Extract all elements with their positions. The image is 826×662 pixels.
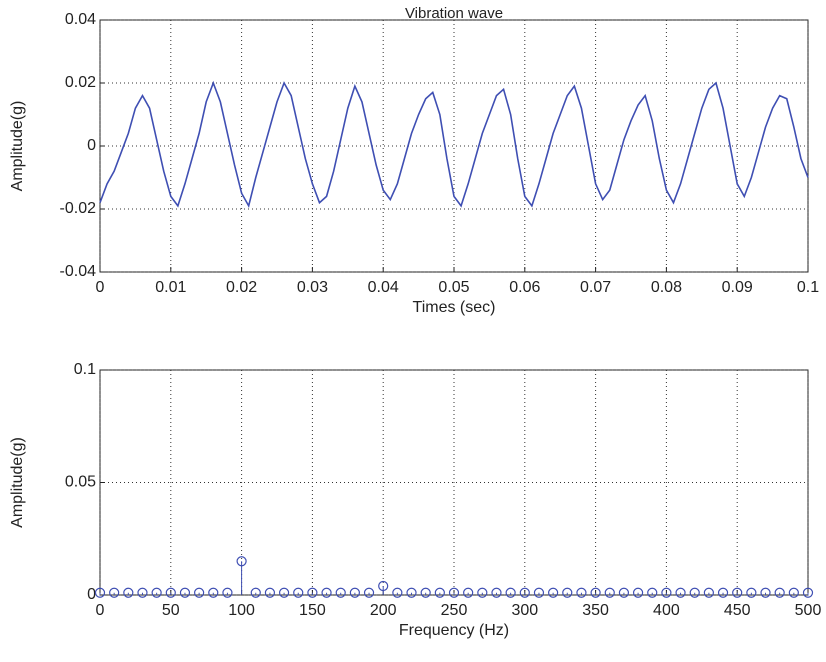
stem-marker — [533, 587, 545, 598]
x-tick-label: 250 — [441, 602, 468, 619]
stem-marker — [732, 587, 743, 598]
stem-marker — [477, 587, 488, 598]
stem-marker — [689, 587, 700, 598]
y-axis-label: Amplitude(g) — [9, 437, 26, 528]
stem-marker — [647, 587, 658, 598]
stem-marker — [760, 587, 771, 598]
stem-marker — [307, 587, 318, 598]
x-tick-label: 0.01 — [155, 279, 186, 296]
stem-marker — [576, 587, 587, 598]
stem-marker — [632, 587, 644, 598]
wave-line — [99, 80, 809, 208]
stem-marker — [590, 587, 601, 598]
x-tick-label: 300 — [511, 602, 538, 619]
x-tick-label: 50 — [162, 602, 180, 619]
stem-marker — [491, 587, 502, 598]
y-tick-label: -0.04 — [60, 263, 97, 280]
stem-marker — [137, 587, 148, 598]
stem-marker — [661, 587, 672, 598]
y-axis-label: Amplitude(g) — [9, 101, 26, 192]
stem-marker — [194, 587, 205, 598]
x-tick-label: 0 — [96, 279, 105, 296]
x-tick-label: 350 — [582, 602, 609, 619]
stem-marker — [378, 580, 389, 592]
stem-marker — [349, 587, 360, 598]
stem-marker — [406, 587, 417, 598]
stem-marker — [420, 587, 431, 598]
y-tick-label: 0.1 — [74, 361, 96, 378]
stem-marker — [363, 587, 375, 598]
x-tick-label: 0.02 — [226, 279, 257, 296]
stem-marker — [519, 587, 530, 598]
y-tick-label: 0.02 — [65, 74, 96, 91]
stem-marker — [788, 587, 799, 598]
chart-title: Vibration wave — [405, 5, 503, 22]
stem-marker — [463, 587, 474, 598]
stem-marker — [109, 587, 120, 598]
stem-marker — [505, 587, 516, 598]
stem-marker — [208, 587, 219, 598]
y-tick-label: 0 — [87, 586, 96, 603]
stem-marker — [746, 587, 757, 598]
stem-marker — [604, 587, 615, 598]
x-tick-label: 0.03 — [297, 279, 328, 296]
x-tick-label: 400 — [653, 602, 680, 619]
y-tick-label: 0.05 — [65, 474, 96, 491]
y-tick-label: 0.04 — [65, 11, 96, 28]
stem-marker — [774, 587, 785, 598]
stem-marker — [123, 587, 134, 598]
x-tick-label: 200 — [370, 602, 397, 619]
x-tick-label: 0 — [96, 602, 105, 619]
y-tick-label: 0 — [87, 137, 96, 154]
x-axis-label: Times (sec) — [413, 299, 496, 316]
stem-marker — [392, 587, 403, 598]
stem-marker — [278, 587, 290, 598]
stem-marker — [335, 587, 346, 598]
x-tick-label: 150 — [299, 602, 326, 619]
x-tick-label: 0.1 — [797, 279, 819, 296]
x-tick-label: 450 — [724, 602, 751, 619]
stem-marker — [618, 587, 630, 598]
stem-marker — [179, 587, 191, 598]
stem-marker — [321, 587, 332, 598]
y-tick-label: -0.02 — [60, 200, 97, 217]
x-tick-label: 0.09 — [722, 279, 753, 296]
stem-marker — [94, 587, 106, 598]
stem-marker — [293, 587, 304, 598]
plot-area — [99, 19, 809, 273]
x-tick-label: 0.06 — [509, 279, 540, 296]
stem-marker — [236, 556, 247, 567]
stem-marker — [802, 587, 814, 598]
x-axis-label: Frequency (Hz) — [399, 622, 509, 639]
stem-marker — [264, 587, 276, 598]
stem-marker — [548, 587, 559, 598]
stem-marker — [675, 587, 686, 598]
x-tick-label: 0.05 — [438, 279, 469, 296]
stem-marker — [562, 587, 573, 598]
stem-marker — [448, 587, 460, 598]
x-tick-label: 0.08 — [651, 279, 682, 296]
stem-marker — [434, 587, 445, 598]
x-tick-label: 0.04 — [368, 279, 399, 296]
stem-marker — [703, 587, 714, 598]
stem-marker — [151, 587, 162, 598]
stem-marker — [165, 587, 176, 598]
x-tick-label: 500 — [795, 602, 822, 619]
stem-marker — [222, 587, 233, 598]
x-tick-label: 100 — [228, 602, 255, 619]
x-tick-label: 0.07 — [580, 279, 611, 296]
stem-marker — [250, 587, 261, 598]
stem-marker — [717, 587, 729, 598]
